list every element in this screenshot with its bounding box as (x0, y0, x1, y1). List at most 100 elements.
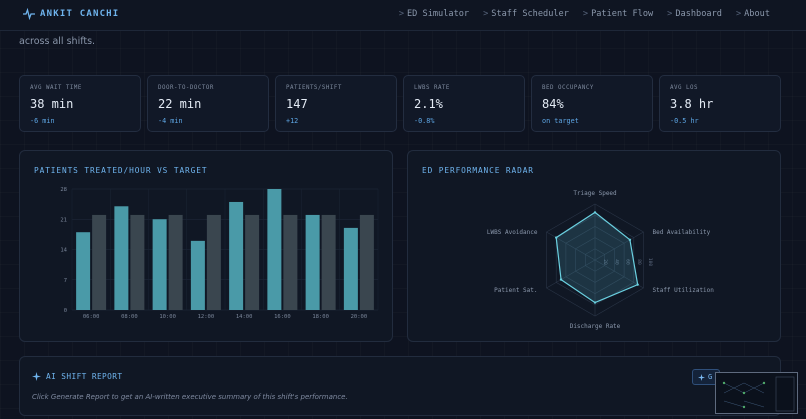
kpi-label: LWBS RATE (414, 85, 450, 91)
bar-chart-title: PATIENTS TREATED/HOUR VS TARGET (34, 166, 208, 175)
bar-target (168, 214, 183, 310)
y-tick-label: 28 (60, 187, 67, 193)
nav-link-staff-scheduler[interactable]: > Staff Scheduler (483, 9, 569, 19)
nav-link-label: Staff Scheduler (491, 9, 569, 19)
radar-ring-label: 80 (636, 259, 642, 265)
x-tick-label: 20:00 (351, 314, 368, 320)
kpi-value: 84% (542, 97, 564, 111)
radar-axis-label: LWBS Avoidance (487, 229, 538, 236)
sparkle-icon (698, 373, 705, 381)
chevron-right-icon: > (735, 9, 742, 19)
bar-chart-panel: PATIENTS TREATED/HOUR VS TARGET 0 7 14 21 28… (19, 150, 393, 342)
radar-spoke (546, 231, 596, 261)
kpi-card-avg-los: AVG LOS 3.8 hr -0.5 hr (659, 75, 781, 132)
kpi-card-lwbs-rate: LWBS RATE 2.1% -0.8% (403, 75, 525, 132)
top-nav: ANKIT CANCHI > ED Simulator > Staff Schedu… (0, 0, 806, 31)
kpi-label: AVG WAIT TIME (30, 85, 82, 91)
kpi-label: AVG LOS (670, 85, 698, 91)
radar-ring-label: 60 (625, 259, 631, 265)
bar-target (359, 214, 374, 310)
pulse-icon (23, 8, 35, 20)
radar-spoke (546, 259, 596, 289)
kpi-delta: +12 (286, 117, 299, 125)
radar-point (636, 283, 639, 286)
kpi-label: BED OCCUPANCY (542, 85, 594, 91)
radar-ring-label: 20 (602, 259, 608, 265)
radar-chart-panel: ED PERFORMANCE RADAR 20 40 60 80 100 Triage S… (407, 150, 781, 342)
chevron-right-icon: > (667, 9, 673, 19)
bar-actual (76, 232, 91, 310)
bar-actual (267, 189, 282, 310)
radar-ring-label: 40 (613, 259, 619, 265)
chevron-right-icon: > (582, 9, 589, 19)
radar-chart-title: ED PERFORMANCE RADAR (422, 166, 534, 175)
x-tick-label: 16:00 (274, 314, 291, 320)
nav-link-dashboard[interactable]: > Dashboard (667, 9, 722, 19)
brand[interactable]: ANKIT CANCHI (23, 8, 119, 20)
ai-report-header: AI SHIFT REPORT (32, 372, 122, 381)
ai-report-description: Click Generate Report to get an AI-writt… (32, 393, 348, 401)
radar-axis-label: Triage Speed (573, 190, 617, 197)
bar-actual (114, 206, 129, 310)
bar-actual (152, 219, 167, 310)
radar-point (628, 238, 632, 242)
ai-report-panel: AI SHIFT REPORT Click Generate Report to… (19, 356, 781, 416)
nav-link-label: ED Simulator (407, 9, 470, 19)
radar-point (559, 278, 563, 281)
kpi-value: 38 min (30, 97, 74, 111)
kpi-delta: -0.5 hr (670, 117, 699, 125)
kpi-delta: -4 min (158, 117, 183, 125)
y-tick-label: 7 (64, 278, 67, 284)
bar-target (283, 214, 298, 310)
kpi-card-bed-occupancy: BED OCCUPANCY 84% on target (531, 75, 653, 132)
bar-target (92, 214, 107, 310)
chevron-right-icon: > (483, 9, 489, 19)
generate-report-button[interactable]: G (692, 369, 720, 385)
nav-link-label: About (744, 9, 770, 19)
ai-report-title: AI SHIFT REPORT (46, 372, 123, 381)
radar-axis-label: Staff Utilization (652, 287, 714, 294)
kpi-card-patients-shift: PATIENTS/SHIFT 147 +12 (275, 75, 397, 132)
radar-axis-label: Discharge Rate (570, 323, 621, 330)
kpi-card-avg-wait-time: AVG WAIT TIME 38 min -6 min (19, 75, 141, 132)
bar-actual (229, 201, 244, 310)
radar-chart: 20 40 60 80 100 Triage Speed Bed Availability S… (487, 190, 714, 330)
y-tick-label: 0 (64, 308, 67, 314)
bar-target (245, 214, 260, 310)
bar-target (206, 214, 221, 310)
kpi-delta: on target (542, 117, 579, 125)
radar-series-area (555, 211, 639, 304)
kpi-delta: -0.8% (414, 117, 435, 125)
radar-point (593, 211, 597, 214)
bar-actual (190, 240, 205, 310)
x-tick-label: 18:00 (312, 314, 329, 320)
sparkle-icon (32, 372, 41, 381)
bar-chart: 0 7 14 21 28 06:00 08:00 10:00 12:00 14:00 16:00 18… (60, 187, 379, 320)
nav-link-label: Dashboard (675, 9, 722, 19)
radar-point (555, 236, 558, 239)
x-tick-label: 06:00 (83, 314, 100, 320)
kpi-delta: -6 min (30, 117, 55, 125)
kpi-value: 2.1% (414, 97, 443, 111)
minimap[interactable] (715, 372, 798, 414)
generate-report-label: G (708, 373, 713, 381)
nav-link-ed-simulator[interactable]: > ED Simulator (399, 9, 469, 19)
y-tick-label: 14 (60, 248, 67, 254)
radar-point (593, 301, 597, 304)
nav-link-patient-flow[interactable]: > Patient Flow (583, 9, 653, 19)
chevron-right-icon: > (398, 9, 404, 19)
nav-link-about[interactable]: > About (736, 9, 770, 19)
minimap-preview (716, 373, 797, 413)
intro-text: across all shifts. (19, 36, 96, 47)
x-tick-label: 14:00 (236, 314, 253, 320)
bar-target (321, 214, 336, 310)
radar-spoke (594, 231, 644, 261)
kpi-value: 3.8 hr (670, 97, 714, 111)
radar-axis-label: Bed Availability (652, 229, 710, 236)
x-tick-label: 10:00 (159, 314, 176, 320)
radar-axis-label: Patient Sat. (494, 287, 537, 294)
nav-links: > ED Simulator > Staff Scheduler > Patient … (399, 9, 770, 19)
kpi-label: DOOR-TO-DOCTOR (158, 85, 214, 91)
nav-link-label: Patient Flow (591, 9, 654, 19)
bar-target (130, 214, 145, 310)
